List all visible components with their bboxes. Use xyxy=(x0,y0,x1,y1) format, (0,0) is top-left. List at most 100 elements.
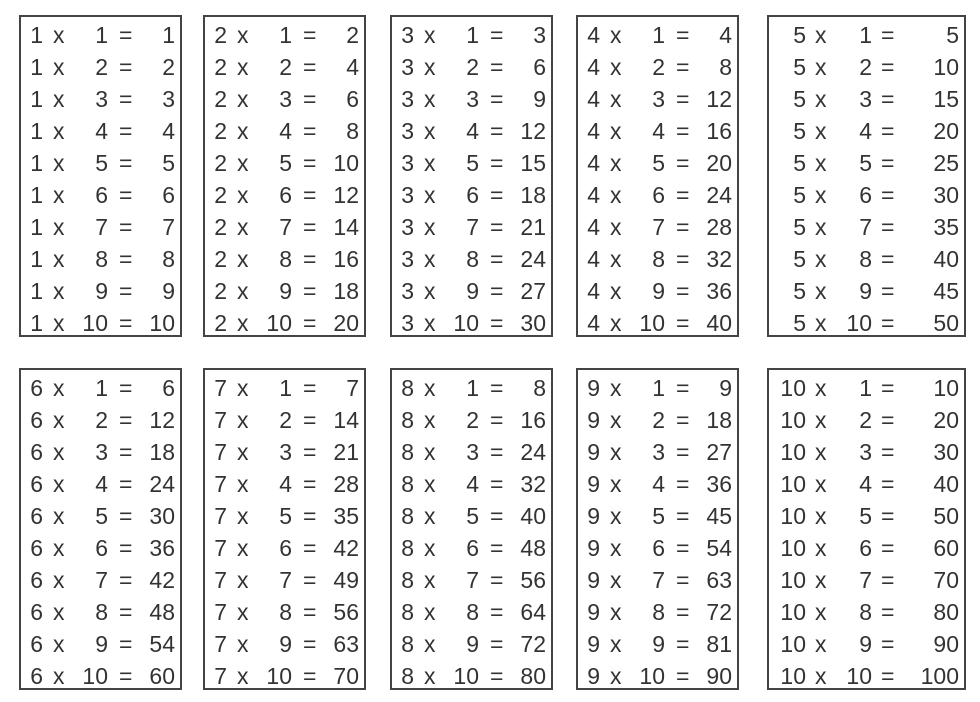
table-row: 8 x 8 = 64 xyxy=(392,596,551,628)
equals-sign: = xyxy=(676,182,690,208)
multiplier: 6 xyxy=(30,567,43,593)
times-sign: x xyxy=(610,118,622,144)
multiplicand: 5 xyxy=(859,150,872,176)
product: 27 xyxy=(520,278,546,304)
multiplier: 2 xyxy=(214,278,227,304)
table-row: 7 x 6 = 42 xyxy=(205,532,364,564)
product: 70 xyxy=(333,663,359,689)
table-row: 7 x 1 = 7 xyxy=(205,372,364,404)
multiplicand: 10 xyxy=(846,663,872,689)
equals-sign: = xyxy=(881,567,895,593)
multiplicand: 3 xyxy=(95,86,108,112)
multiplicand: 9 xyxy=(652,631,665,657)
multiplier: 4 xyxy=(587,214,600,240)
multiplicand: 2 xyxy=(859,54,872,80)
table-row: 8 x 10 = 80 xyxy=(392,660,551,692)
equals-sign: = xyxy=(881,631,895,657)
multiplicand: 2 xyxy=(466,54,479,80)
product: 28 xyxy=(333,471,359,497)
times-sign: x xyxy=(53,407,65,433)
times-sign: x xyxy=(610,54,622,80)
equals-sign: = xyxy=(490,214,504,240)
multiplicand: 5 xyxy=(279,503,292,529)
multiplicand: 7 xyxy=(859,567,872,593)
times-sign: x xyxy=(237,535,249,561)
times-sign: x xyxy=(815,54,827,80)
multiplicand: 4 xyxy=(95,471,108,497)
multiplier: 9 xyxy=(587,535,600,561)
equals-sign: = xyxy=(676,22,690,48)
product: 30 xyxy=(933,182,959,208)
table-row: 4 x 3 = 12 xyxy=(578,83,737,115)
times-sign: x xyxy=(610,310,622,336)
multiplicand: 5 xyxy=(652,150,665,176)
times-sign: x xyxy=(815,22,827,48)
table-row: 9 x 4 = 36 xyxy=(578,468,737,500)
product: 36 xyxy=(149,535,175,561)
multiplicand: 4 xyxy=(859,471,872,497)
equals-sign: = xyxy=(303,535,317,561)
times-sign: x xyxy=(53,567,65,593)
multiplicand: 8 xyxy=(279,599,292,625)
times-sign: x xyxy=(53,375,65,401)
multiplicand: 3 xyxy=(279,86,292,112)
product: 2 xyxy=(162,54,175,80)
multiplier: 5 xyxy=(793,214,806,240)
table-row: 6 x 2 = 12 xyxy=(21,404,180,436)
multiplier: 10 xyxy=(780,439,806,465)
table-row: 7 x 7 = 49 xyxy=(205,564,364,596)
equals-sign: = xyxy=(881,503,895,529)
times-sign: x xyxy=(53,246,65,272)
table-row: 9 x 5 = 45 xyxy=(578,500,737,532)
product: 18 xyxy=(149,439,175,465)
multiplicand: 9 xyxy=(466,278,479,304)
multiplier: 2 xyxy=(214,182,227,208)
product: 12 xyxy=(706,86,732,112)
product: 42 xyxy=(333,535,359,561)
equals-sign: = xyxy=(881,246,895,272)
equals-sign: = xyxy=(881,54,895,80)
equals-sign: = xyxy=(119,246,133,272)
equals-sign: = xyxy=(676,503,690,529)
multiplier: 1 xyxy=(30,182,43,208)
times-sign: x xyxy=(610,503,622,529)
multiplicand: 6 xyxy=(95,535,108,561)
equals-sign: = xyxy=(119,471,133,497)
times-sign: x xyxy=(237,471,249,497)
multiplicand: 7 xyxy=(652,567,665,593)
table-row: 10 x 5 = 50 xyxy=(769,500,964,532)
equals-sign: = xyxy=(119,278,133,304)
equals-sign: = xyxy=(490,246,504,272)
times-sign: x xyxy=(53,631,65,657)
multiplicand: 10 xyxy=(266,310,292,336)
product: 8 xyxy=(346,118,359,144)
multiplier: 6 xyxy=(30,599,43,625)
times-sign: x xyxy=(610,22,622,48)
multiplier: 5 xyxy=(793,278,806,304)
product: 54 xyxy=(706,535,732,561)
multiplier: 3 xyxy=(401,54,414,80)
times-sign: x xyxy=(815,567,827,593)
multiplicand: 8 xyxy=(279,246,292,272)
times-sign: x xyxy=(424,407,436,433)
product: 7 xyxy=(162,214,175,240)
multiplier: 1 xyxy=(30,214,43,240)
multiplier: 8 xyxy=(401,535,414,561)
equals-sign: = xyxy=(881,214,895,240)
times-sign: x xyxy=(424,278,436,304)
multiplicand: 10 xyxy=(82,310,108,336)
table-row: 1 x 9 = 9 xyxy=(21,275,180,307)
times-sign: x xyxy=(610,86,622,112)
multiplicand: 4 xyxy=(652,471,665,497)
equals-sign: = xyxy=(303,278,317,304)
multiplier: 7 xyxy=(214,567,227,593)
multiplier: 4 xyxy=(587,246,600,272)
product: 90 xyxy=(933,631,959,657)
multiplicand: 9 xyxy=(652,278,665,304)
product: 12 xyxy=(520,118,546,144)
table-row: 10 x 8 = 80 xyxy=(769,596,964,628)
multiplier: 7 xyxy=(214,407,227,433)
times-sign: x xyxy=(53,663,65,689)
times-sign: x xyxy=(424,22,436,48)
product: 81 xyxy=(706,631,732,657)
